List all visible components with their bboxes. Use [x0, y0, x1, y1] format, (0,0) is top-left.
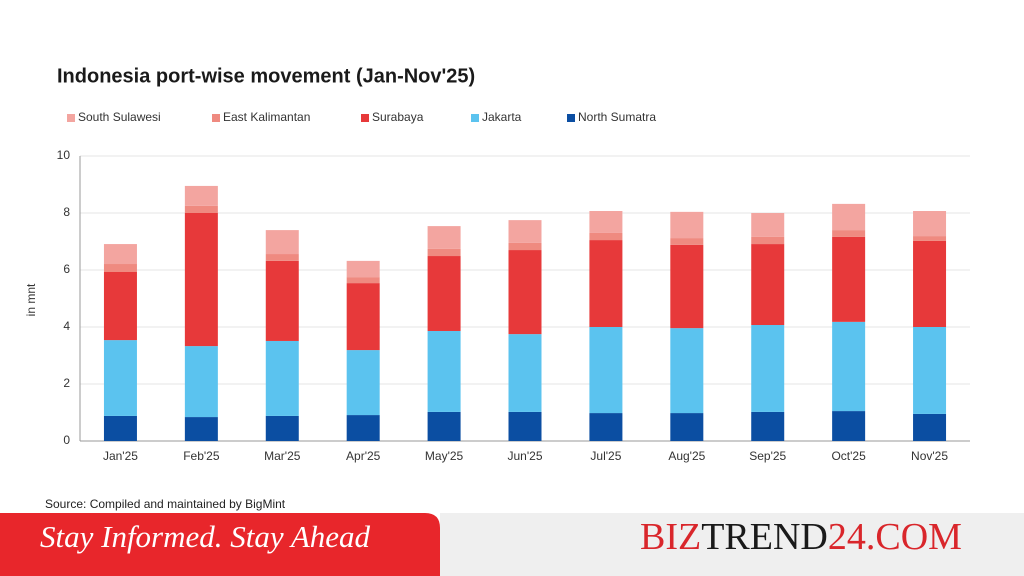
y-tick-label: 2 [63, 376, 70, 390]
tagline-banner [0, 513, 440, 576]
chart-title: Indonesia port-wise movement (Jan-Nov'25… [57, 65, 475, 87]
legend-label: East Kalimantan [223, 110, 310, 124]
bar-segment [832, 321, 866, 412]
bar-segment [103, 244, 137, 265]
bar-segment [508, 220, 542, 243]
bar-segment [265, 230, 299, 255]
bar-segment [103, 415, 137, 441]
bar-segment [832, 411, 866, 441]
bar-segment [346, 283, 380, 351]
bar-segment [346, 277, 380, 284]
y-tick-label: 10 [57, 148, 71, 162]
brand: BIZTREND24.COM [640, 516, 962, 558]
y-tick-label: 8 [63, 205, 70, 219]
bar-segment [265, 254, 299, 261]
bar-segment [751, 411, 785, 441]
bar-segment [751, 213, 785, 237]
bar-segment [589, 327, 623, 414]
brand-part: BIZ [640, 516, 701, 558]
x-tick-label: May'25 [425, 449, 464, 463]
bar-segment [751, 244, 785, 326]
bar-segment [670, 413, 704, 441]
bar-segment [184, 213, 218, 347]
bar-segment [913, 413, 947, 441]
bar-segment [832, 230, 866, 237]
legend-label: North Sumatra [578, 110, 656, 124]
bar-segment [184, 185, 218, 206]
x-tick-label: Jul'25 [590, 449, 621, 463]
x-tick-label: Jan'25 [103, 449, 138, 463]
bar-segment [508, 250, 542, 335]
legend-swatch [67, 114, 75, 122]
bar-segment [427, 411, 461, 441]
bar-segment [589, 240, 623, 327]
brand-part: 24.COM [828, 516, 962, 558]
bar-segment [913, 327, 947, 414]
bar-segment [184, 346, 218, 418]
bar-segment [346, 415, 380, 441]
x-tick-label: Apr'25 [346, 449, 381, 463]
bar-segment [184, 417, 218, 441]
y-tick-label: 6 [63, 262, 70, 276]
brand-part: TREND [701, 516, 828, 558]
bar-segment [508, 334, 542, 412]
tagline: Stay Informed. Stay Ahead [40, 519, 371, 554]
bar-segment [346, 260, 380, 278]
bar-segment [589, 232, 623, 241]
bar-segment [427, 330, 461, 412]
legend-swatch [471, 114, 479, 122]
bar-segment [265, 415, 299, 441]
bar-segment [670, 211, 704, 239]
brand-bg [440, 513, 1024, 576]
bar-segment [670, 244, 704, 329]
bar-segment [751, 236, 785, 245]
legend-swatch [361, 114, 369, 122]
x-tick-label: Jun'25 [508, 449, 543, 463]
bar-segment [913, 211, 947, 237]
bar-segment [427, 226, 461, 249]
bar-segment [670, 328, 704, 414]
bar-segment [589, 211, 623, 233]
bar-segment [103, 340, 137, 416]
bar-segment [427, 248, 461, 257]
legend-swatch [212, 114, 220, 122]
source: Source: Compiled and maintained by BigMi… [45, 497, 286, 511]
bar-segment [103, 271, 137, 341]
bar-segment [913, 236, 947, 241]
legend-label: Jakarta [482, 110, 522, 124]
x-tick-label: Mar'25 [264, 449, 301, 463]
bar-segment [832, 236, 866, 322]
bar-segment [265, 260, 299, 341]
bar-segment [508, 242, 542, 251]
bar-segment [103, 264, 137, 272]
legend-label: South Sulawesi [78, 110, 161, 124]
legend-label: Surabaya [372, 110, 424, 124]
x-tick-label: Aug'25 [668, 449, 705, 463]
bar-segment [427, 256, 461, 331]
bar-segment [751, 325, 785, 412]
bar-segment [913, 240, 947, 327]
bar-segment [184, 205, 218, 213]
bar-segment [508, 411, 542, 441]
x-tick-label: Feb'25 [183, 449, 220, 463]
x-tick-label: Sep'25 [749, 449, 786, 463]
bar-segment [832, 203, 866, 231]
bar-segment [346, 350, 380, 416]
legend-swatch [567, 114, 575, 122]
bar-segment [670, 238, 704, 245]
y-tick-label: 4 [63, 319, 70, 333]
bar-segment [265, 340, 299, 416]
y-tick-label: 0 [63, 433, 70, 447]
x-tick-label: Nov'25 [911, 449, 948, 463]
bar-segment [589, 413, 623, 441]
x-tick-label: Oct'25 [831, 449, 866, 463]
y-axis-label: in mnt [24, 283, 38, 316]
